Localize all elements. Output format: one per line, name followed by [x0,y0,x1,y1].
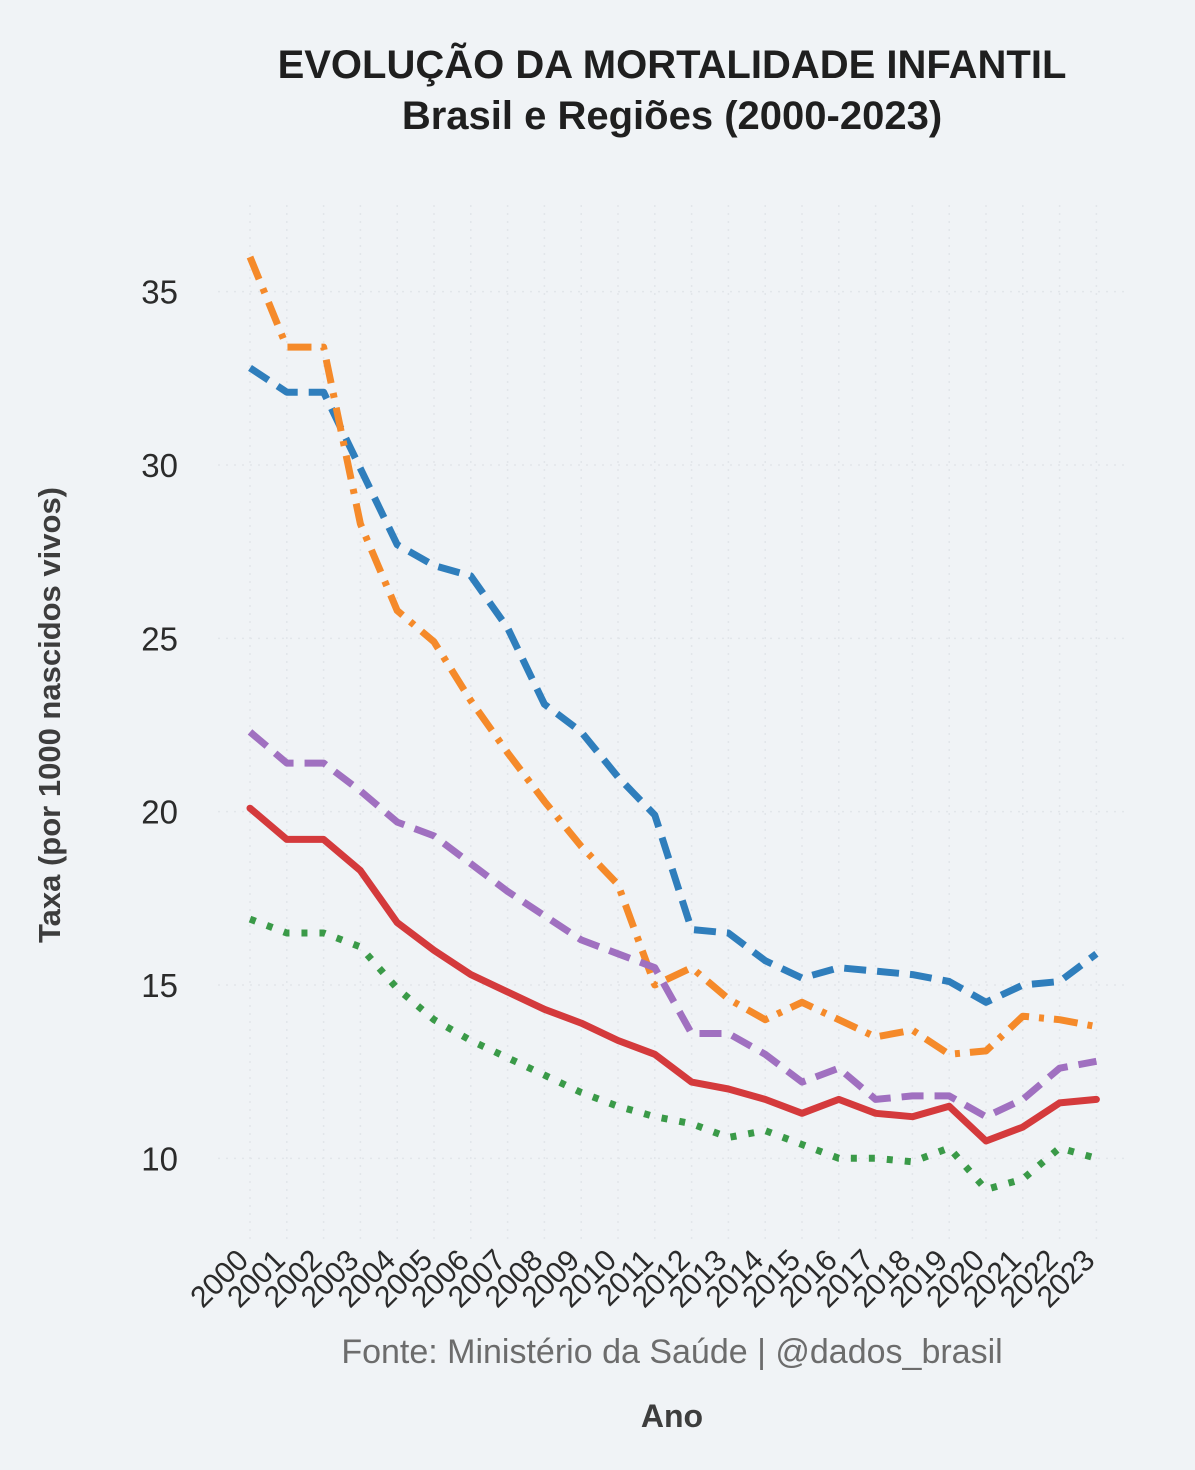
y-tick-label: 20 [141,794,178,831]
y-tick-label: 30 [141,447,178,484]
y-axis-label: Taxa (por 1000 nascidos vivos) [32,487,67,943]
y-tick-label: 15 [141,967,178,1004]
chart-subtitle: Brasil e Regiões (2000-2023) [402,94,942,138]
source-note: Fonte: Ministério da Saúde | @dados_bras… [341,1333,1002,1371]
y-tick-label: 35 [141,274,178,311]
y-tick-label: 10 [141,1140,178,1177]
chart-title: EVOLUÇÃO DA MORTALIDADE INFANTIL [278,41,1067,87]
y-tick-label: 25 [141,620,178,657]
x-axis-label: Ano [641,1398,703,1434]
